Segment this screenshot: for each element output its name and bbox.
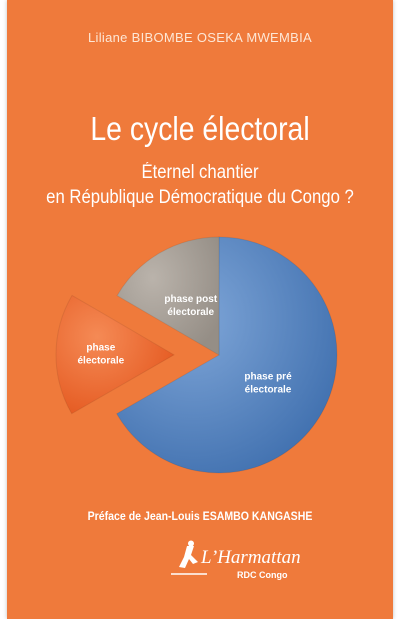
- pie-slice-label-3: phase post électorale: [164, 294, 217, 318]
- preface-credit: Préface de Jean-Louis ESAMBO KANGASHE: [87, 509, 313, 523]
- pie-slice-1: [116, 236, 338, 474]
- publisher-subline: RDC Congo: [237, 570, 288, 580]
- book-cover: Liliane BIBOMBE OSEKA MWEMBIA Le cycle é…: [7, 0, 393, 619]
- pie-slice-label-1: phase pré électorale: [244, 371, 292, 395]
- subtitle-line-2: en République Démocratique du Congo ?: [46, 187, 354, 208]
- pie-slice-3: [116, 236, 220, 356]
- publisher-logo: L’Harmattan RDC Congo: [167, 540, 307, 585]
- publisher-name: L’Harmattan: [201, 547, 301, 568]
- author-name: Liliane BIBOMBE OSEKA MWEMBIA: [88, 30, 312, 45]
- harmattan-figure-icon: [171, 540, 207, 575]
- pie-slice-2: [55, 294, 175, 415]
- pie-slice-label-2: phase électorale: [77, 343, 124, 367]
- book-title: Le cycle électoral: [90, 110, 310, 147]
- pie-chart: phase pré électorale phase électorale phase …: [55, 236, 338, 474]
- subtitle-line-1: Éternel chantier: [141, 162, 259, 183]
